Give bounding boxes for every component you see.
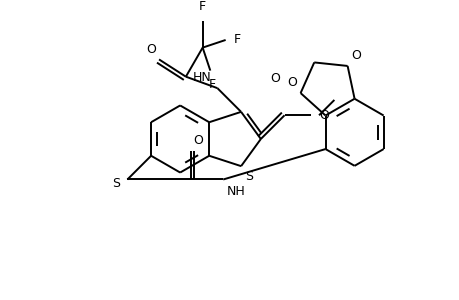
Text: O: O: [193, 134, 203, 147]
Text: NH: NH: [227, 185, 245, 198]
Text: O: O: [351, 49, 360, 62]
Text: F: F: [233, 34, 240, 46]
Text: O: O: [319, 109, 328, 122]
Text: O: O: [269, 72, 279, 85]
Text: S: S: [112, 177, 119, 190]
Text: S: S: [244, 170, 252, 183]
Text: O: O: [146, 43, 156, 56]
Text: O: O: [286, 76, 296, 89]
Text: HN: HN: [192, 71, 211, 84]
Text: F: F: [208, 78, 215, 91]
Text: F: F: [199, 0, 206, 13]
